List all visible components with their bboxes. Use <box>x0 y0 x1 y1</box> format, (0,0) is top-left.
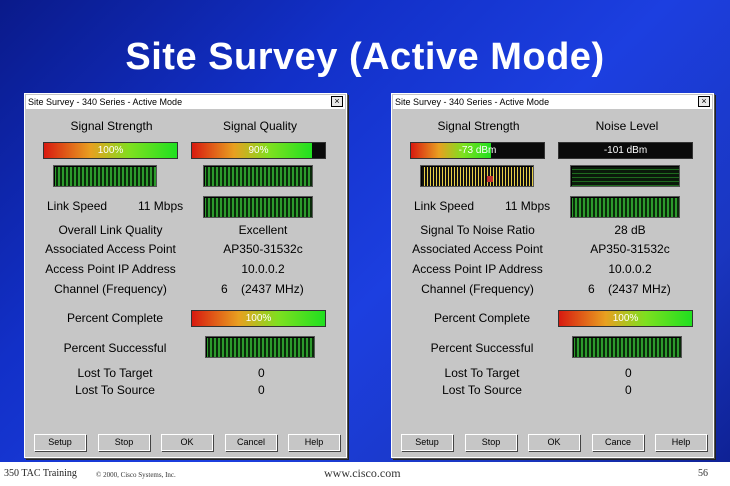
signal-strength-bar: -73 dBm <box>410 142 545 159</box>
ok-button[interactable]: OK <box>528 434 580 451</box>
lost-to-target-label: Lost To Target <box>77 366 153 380</box>
lost-to-target-value: 0 <box>258 366 265 380</box>
associated-ap-value: AP350-31532c <box>223 242 303 256</box>
channel-value: 6 (2437 MHz) <box>221 282 304 296</box>
signal-strength-label: Signal Strength <box>70 119 153 133</box>
noise-level-history <box>570 165 680 187</box>
percent-complete-bar-fill <box>559 311 692 326</box>
associated-ap-label: Associated Access Point <box>412 242 543 256</box>
percent-complete-value: 100% <box>612 313 639 324</box>
signal-strength-value: 100% <box>97 145 124 156</box>
percent-complete-value: 100% <box>245 313 272 324</box>
signal-quality-bar-fill <box>192 143 312 158</box>
overall-link-quality-value: Excellent <box>238 223 288 237</box>
noise-level-bar: -101 dBm <box>558 142 693 159</box>
signal-strength-history <box>53 165 157 187</box>
footer-course-name: 350 TAC Training <box>4 468 77 479</box>
close-icon[interactable]: × <box>698 96 710 107</box>
site-survey-window-left: Site Survey - 340 Series - Active Mode ×… <box>24 93 347 458</box>
ok-button[interactable]: OK <box>161 434 213 451</box>
percent-complete-bar: 100% <box>558 310 693 327</box>
cancel-button[interactable]: Cance <box>592 434 644 451</box>
footer-url: www.cisco.com <box>324 466 401 480</box>
percent-complete-label: Percent Complete <box>433 311 531 325</box>
signal-quality-bar: 90% <box>191 142 326 159</box>
link-speed-history <box>570 196 680 218</box>
percent-complete-bar: 100% <box>191 310 326 327</box>
page-number: 56 <box>698 468 708 479</box>
stop-button[interactable]: Stop <box>465 434 517 451</box>
signal-strength-bar: 100% <box>43 142 178 159</box>
lost-to-target-label: Lost To Target <box>444 366 520 380</box>
percent-successful-history <box>205 336 315 358</box>
help-button[interactable]: Help <box>655 434 707 451</box>
ap-ip-value: 10.0.0.2 <box>608 262 652 276</box>
snr-label: Signal To Noise Ratio <box>420 223 535 237</box>
lost-to-source-value: 0 <box>625 383 632 397</box>
signal-strength-label: Signal Strength <box>437 119 520 133</box>
overall-link-quality-label: Overall Link Quality <box>58 223 163 237</box>
noise-level-value: -101 dBm <box>603 145 648 156</box>
lost-to-source-value: 0 <box>258 383 265 397</box>
link-speed-history <box>203 196 313 218</box>
cancel-button[interactable]: Cancel <box>225 434 277 451</box>
footer-band <box>0 462 730 486</box>
noise-level-label: Noise Level <box>595 119 659 133</box>
slide-title: Site Survey (Active Mode) <box>125 36 605 78</box>
footer-copyright: © 2000, Cisco Systems, Inc. <box>96 471 176 479</box>
setup-button[interactable]: Setup <box>401 434 453 451</box>
lost-to-source-label: Lost To Source <box>442 383 522 397</box>
channel-label: Channel (Frequency) <box>421 282 534 296</box>
snr-value: 28 dB <box>614 223 646 237</box>
window-titlebar: Site Survey - 340 Series - Active Mode × <box>393 95 712 109</box>
link-speed-value: 11 Mbps <box>138 199 184 213</box>
associated-ap-label: Associated Access Point <box>45 242 176 256</box>
percent-successful-history <box>572 336 682 358</box>
link-speed-label: Link Speed <box>414 199 475 213</box>
percent-complete-bar-fill <box>192 311 325 326</box>
setup-button[interactable]: Setup <box>34 434 86 451</box>
signal-quality-label: Signal Quality <box>222 119 298 133</box>
link-speed-label: Link Speed <box>47 199 108 213</box>
ap-ip-label: Access Point IP Address <box>412 262 543 276</box>
site-survey-window-right: Site Survey - 340 Series - Active Mode ×… <box>391 93 714 458</box>
lost-to-target-value: 0 <box>625 366 632 380</box>
percent-successful-label: Percent Successful <box>63 341 167 355</box>
ap-ip-value: 10.0.0.2 <box>241 262 285 276</box>
signal-strength-value: -73 dBm <box>458 145 497 156</box>
help-button[interactable]: Help <box>288 434 340 451</box>
lost-to-source-label: Lost To Source <box>75 383 155 397</box>
channel-value: 6 (2437 MHz) <box>588 282 671 296</box>
signal-quality-value: 90% <box>248 145 269 156</box>
window-titlebar: Site Survey - 340 Series - Active Mode × <box>26 95 345 109</box>
percent-complete-label: Percent Complete <box>66 311 164 325</box>
signal-strength-bar-fill <box>411 143 491 158</box>
associated-ap-value: AP350-31532c <box>590 242 670 256</box>
signal-strength-bar-fill <box>44 143 177 158</box>
close-icon[interactable]: × <box>331 96 343 107</box>
signal-strength-history <box>420 165 534 187</box>
channel-label: Channel (Frequency) <box>54 282 167 296</box>
window-title: Site Survey - 340 Series - Active Mode <box>28 97 183 107</box>
ap-ip-label: Access Point IP Address <box>45 262 176 276</box>
signal-quality-history <box>203 165 313 187</box>
window-title: Site Survey - 340 Series - Active Mode <box>395 97 550 107</box>
stop-button[interactable]: Stop <box>98 434 150 451</box>
link-speed-value: 11 Mbps <box>505 199 551 213</box>
percent-successful-label: Percent Successful <box>430 341 534 355</box>
